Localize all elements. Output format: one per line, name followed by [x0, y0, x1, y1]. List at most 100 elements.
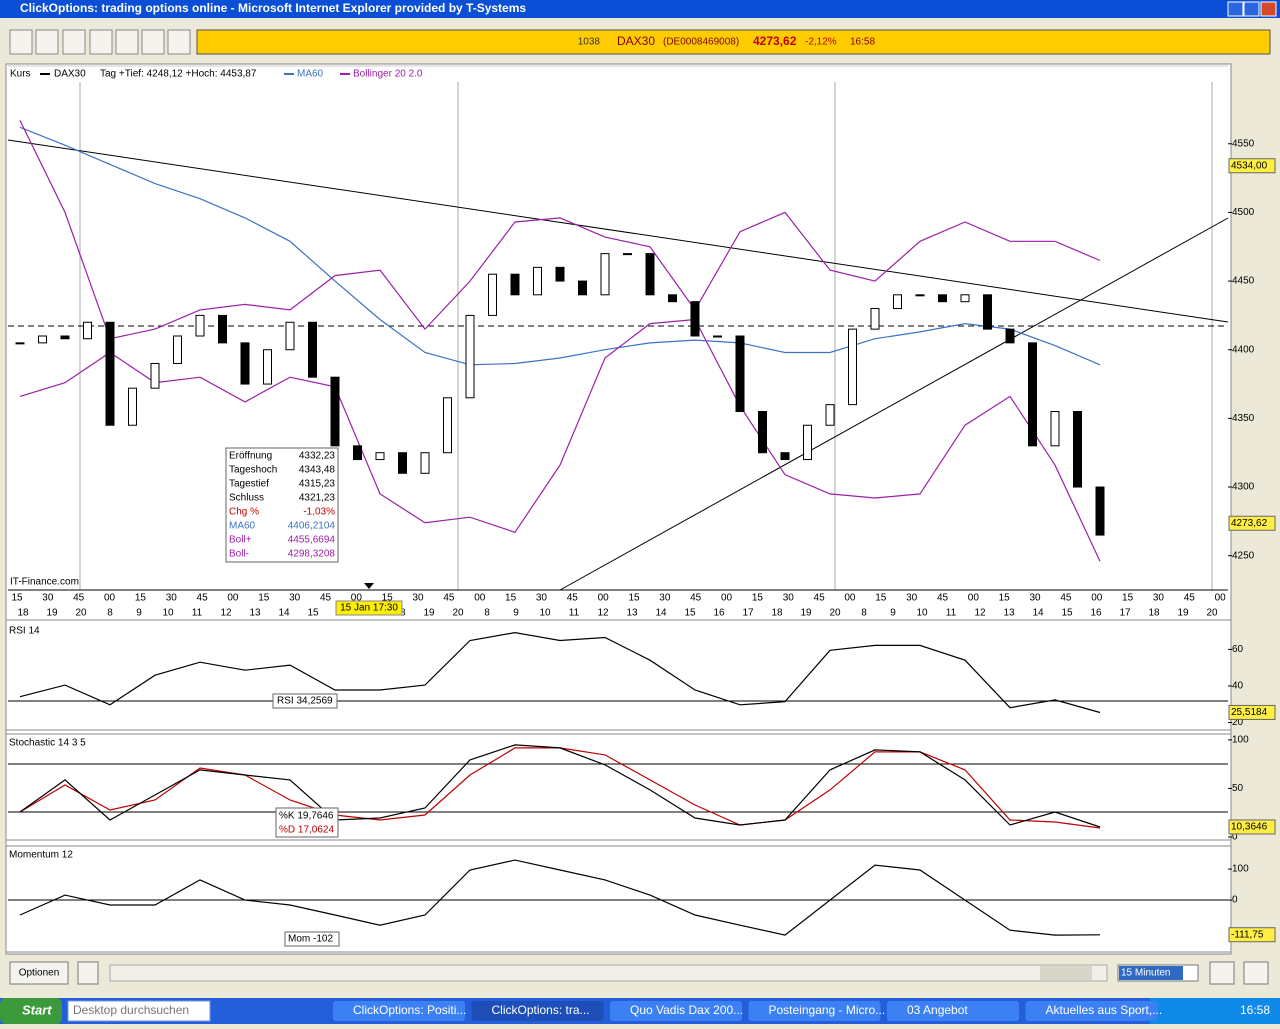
tooltip-value: -1,03%: [303, 507, 335, 518]
x-tick-label: 00: [721, 593, 733, 604]
y-tick-label: 20: [1232, 717, 1244, 728]
search-box[interactable]: [67, 1000, 211, 1022]
value-box-label: -111,75: [1231, 929, 1264, 940]
task-button[interactable]: [333, 1001, 465, 1021]
y-tick-label: 50: [1232, 783, 1244, 794]
zoom-in-button[interactable]: [1243, 961, 1269, 985]
x-tick-label: 00: [351, 593, 363, 604]
task-button[interactable]: [610, 1001, 742, 1021]
candle: [263, 349, 272, 385]
candle: [645, 253, 655, 296]
x-tick-label: 13: [626, 608, 638, 619]
search-placeholder: Desktop durchsuchen: [73, 1003, 189, 1017]
trend-line: [559, 217, 1229, 591]
readout-box: [272, 693, 338, 709]
zoom-tool[interactable]: [9, 29, 33, 55]
x-tick-label: 30: [412, 593, 424, 604]
candle: [1028, 342, 1037, 447]
candle: [668, 294, 677, 303]
x-tick-label: 30: [783, 593, 795, 604]
clock: 16:58: [1240, 1003, 1270, 1017]
x-tick-label: 14: [278, 608, 290, 619]
channel-tool[interactable]: [115, 29, 139, 55]
task-button[interactable]: [748, 1001, 881, 1021]
candle: [128, 387, 137, 426]
time-marker: 15 Jan 17:30: [340, 603, 398, 614]
stoch-title: Stochastic 14 3 5: [9, 738, 86, 749]
candle: [308, 321, 317, 378]
scroll-thumb[interactable]: [1040, 966, 1092, 980]
x-tick-label: 11: [946, 608, 957, 619]
x-tick-label: 9: [513, 608, 519, 619]
x-tick-label: 45: [1184, 593, 1196, 604]
x-tick-label: 45: [443, 593, 455, 604]
task-button[interactable]: [887, 1001, 1019, 1021]
y-tick-label: 0: [1232, 832, 1238, 843]
options-button[interactable]: [9, 961, 69, 985]
x-tick-label: 15: [258, 593, 270, 604]
fib-tool[interactable]: [89, 29, 113, 55]
x-tick-label: 15: [684, 608, 696, 619]
tooltip-label: Tageshoch: [229, 465, 277, 476]
start-label: Start: [22, 1002, 52, 1017]
candle: [600, 253, 610, 296]
candle: [353, 445, 362, 461]
scrollbar[interactable]: [109, 964, 1108, 982]
candle: [83, 321, 92, 340]
x-tick-label: 19: [800, 608, 812, 619]
line-tool[interactable]: [35, 29, 59, 55]
delete-tool[interactable]: [167, 29, 191, 55]
x-tick-label: 45: [320, 593, 332, 604]
x-tick-label: 17: [742, 608, 754, 619]
candle: [60, 335, 70, 340]
quote-id: 1038: [578, 37, 601, 48]
x-tick-label: 15: [505, 593, 517, 604]
tooltip-label: Tagestief: [229, 479, 269, 490]
x-tick-label: 00: [1215, 593, 1227, 604]
x-tick-label: 20: [829, 608, 841, 619]
y-tick-label: 4400: [1232, 344, 1255, 355]
x-tick-label: 13: [1003, 608, 1015, 619]
hline-tool[interactable]: [62, 29, 86, 55]
y-tick-label: 100: [1232, 864, 1249, 875]
x-tick-label: 00: [844, 593, 856, 604]
stoch-d-readout: %D 17,0624: [279, 825, 334, 836]
task-button[interactable]: [471, 1001, 604, 1021]
x-tick-label: 9: [136, 608, 142, 619]
x-tick-label: 8: [484, 608, 490, 619]
save-button[interactable]: [77, 961, 99, 985]
maximize-button[interactable]: [1243, 1, 1260, 17]
x-tick-label: 15: [999, 593, 1011, 604]
x-tick-label: 17: [1119, 608, 1131, 619]
zoom-out-button[interactable]: [1209, 961, 1235, 985]
quote-isin: (DE0008469008): [663, 37, 739, 48]
trend-tool[interactable]: [141, 29, 165, 55]
candle: [330, 376, 340, 447]
candle: [983, 294, 992, 330]
bollinger-upper: [19, 120, 1101, 340]
legend-ma60: MA60: [297, 69, 324, 80]
start-button[interactable]: [0, 998, 62, 1024]
legend-range: Tag +Tief: 4248,12 +Hoch: 4453,87: [100, 69, 257, 80]
candle: [1050, 411, 1060, 447]
candle: [758, 411, 767, 454]
candle: [893, 294, 902, 310]
x-tick-label: 14: [655, 608, 667, 619]
window-title: ClickOptions: trading options online - M…: [20, 1, 526, 15]
x-tick-label: 15: [1061, 608, 1073, 619]
candle: [690, 301, 700, 337]
title-bar: [0, 0, 1280, 18]
value-box: [1228, 515, 1276, 531]
rsi-readout: RSI 34,2569: [277, 696, 333, 707]
candle: [870, 308, 880, 330]
tooltip-label: Chg %: [229, 507, 259, 518]
stoch-panel: [5, 733, 1232, 841]
task-button[interactable]: [1025, 1001, 1158, 1021]
minimize-button[interactable]: [1227, 1, 1244, 17]
x-tick-label: 15: [628, 593, 640, 604]
y-tick-label: 60: [1232, 644, 1244, 655]
candle: [488, 273, 497, 316]
close-button[interactable]: [1260, 1, 1277, 17]
x-tick-label: 20: [75, 608, 87, 619]
x-tick-label: 00: [968, 593, 980, 604]
